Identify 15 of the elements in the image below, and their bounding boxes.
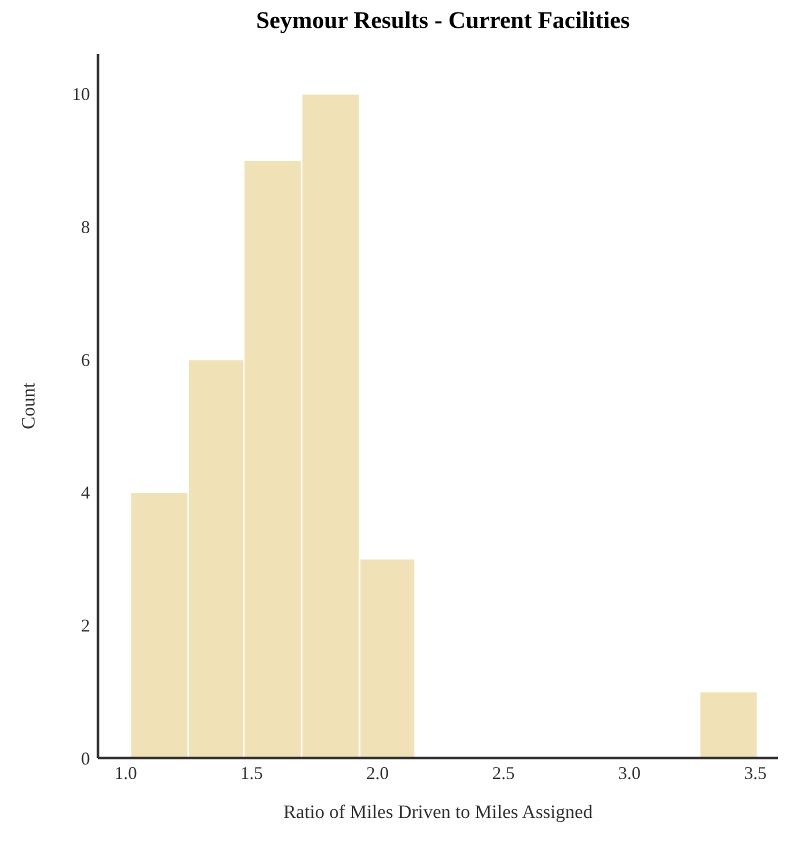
- x-tick-label: 1.0: [114, 762, 137, 783]
- y-tick-label: 6: [81, 350, 90, 370]
- x-tick-label: 3.5: [744, 762, 767, 783]
- y-tick-label: 2: [81, 616, 90, 636]
- x-axis-title: Ratio of Miles Driven to Miles Assigned: [283, 802, 594, 823]
- x-tick-label: 1.5: [240, 762, 263, 783]
- x-tick-label: 2.5: [492, 762, 515, 783]
- y-tick-label: 0: [81, 748, 90, 768]
- y-tick-label: 8: [81, 217, 90, 238]
- chart-title: Seymour Results - Current Facilities: [255, 8, 631, 36]
- x-tick-label: 2.0: [366, 762, 389, 783]
- y-axis-title: Count: [18, 382, 40, 430]
- y-tick-label: 10: [72, 84, 90, 104]
- x-tick-label: 3.0: [618, 762, 641, 783]
- y-tick-label: 4: [81, 482, 90, 503]
